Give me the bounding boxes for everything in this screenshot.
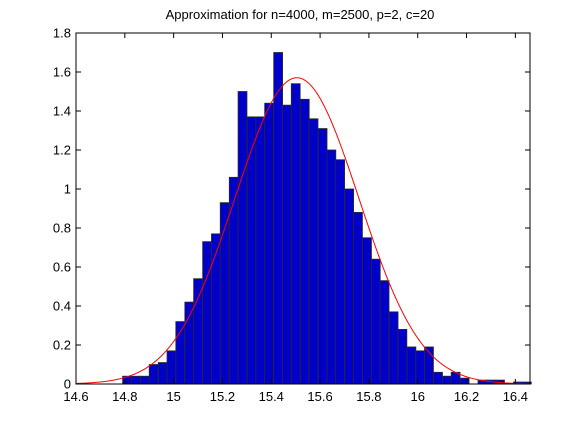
histogram-bar: [140, 375, 150, 385]
histogram-bar: [237, 91, 248, 385]
x-tick-label: 14.6: [63, 389, 88, 404]
histogram-bar: [131, 375, 141, 385]
histogram-bars: [122, 52, 532, 385]
histogram-bar: [308, 118, 319, 385]
histogram-bar: [362, 237, 372, 385]
y-tick-label: 1.8: [53, 26, 71, 41]
histogram-bar: [415, 350, 426, 385]
histogram-bar: [397, 328, 408, 385]
histogram-bar: [282, 104, 292, 385]
histogram-bar: [166, 350, 177, 385]
histogram-bar: [184, 301, 195, 385]
histogram-bar: [273, 52, 283, 385]
histogram-bar: [299, 98, 310, 385]
plot-frame: [75, 32, 531, 385]
x-tick-label: 15.8: [356, 389, 381, 404]
histogram-bar: [335, 159, 345, 385]
histogram-bar: [290, 83, 301, 385]
histogram-bar: [344, 188, 355, 385]
y-tick-label: 0: [64, 377, 71, 392]
x-tick-label: 15.4: [259, 389, 284, 404]
x-tick-label: 15: [166, 389, 180, 404]
y-tick-label: 0.6: [53, 260, 71, 275]
histogram-bar: [202, 241, 212, 385]
histogram-bar: [255, 116, 266, 385]
chart-title: Approximation for n=4000, m=2500, p=2, c…: [166, 7, 435, 22]
histogram-bar: [379, 280, 390, 385]
axes: 14.6 14.8 15 15.2 15.4 15.6 15.8 16 16.2 16.4 0 0.2…: [53, 26, 530, 404]
histogram-bar: [157, 362, 168, 385]
histogram-bar: [193, 278, 203, 385]
y-tick-label: 1.6: [53, 65, 71, 80]
histogram-bar: [370, 258, 381, 385]
x-tick-label: 16.4: [503, 389, 528, 404]
x-tick-label: 16: [410, 389, 424, 404]
x-tick-label: 14.8: [112, 389, 137, 404]
histogram-bar: [264, 102, 274, 385]
histogram-bar: [406, 346, 417, 385]
x-tick-label: 16.2: [454, 389, 479, 404]
histogram-bar: [148, 364, 159, 385]
histogram-bar: [433, 371, 443, 385]
histogram-bar: [441, 375, 452, 385]
histogram-bar: [388, 311, 399, 385]
x-tick-label: 15.2: [210, 389, 235, 404]
y-tick-label: 0.4: [53, 299, 71, 314]
histogram-bar: [326, 149, 337, 385]
normal-approximation-curve: [75, 77, 531, 385]
y-tick-label: 0.2: [53, 338, 71, 353]
x-tick-label: 15.6: [307, 389, 332, 404]
y-tick-label: 1: [64, 182, 71, 197]
histogram-bar: [211, 233, 221, 385]
y-tick-label: 1.2: [53, 143, 71, 158]
histogram-bar: [353, 211, 363, 385]
histogram-bar: [317, 128, 328, 385]
histogram-bar: [228, 176, 239, 385]
histogram-bar: [459, 377, 470, 385]
y-tick-label: 1.4: [53, 104, 71, 119]
y-tick-label: 0.8: [53, 221, 71, 236]
